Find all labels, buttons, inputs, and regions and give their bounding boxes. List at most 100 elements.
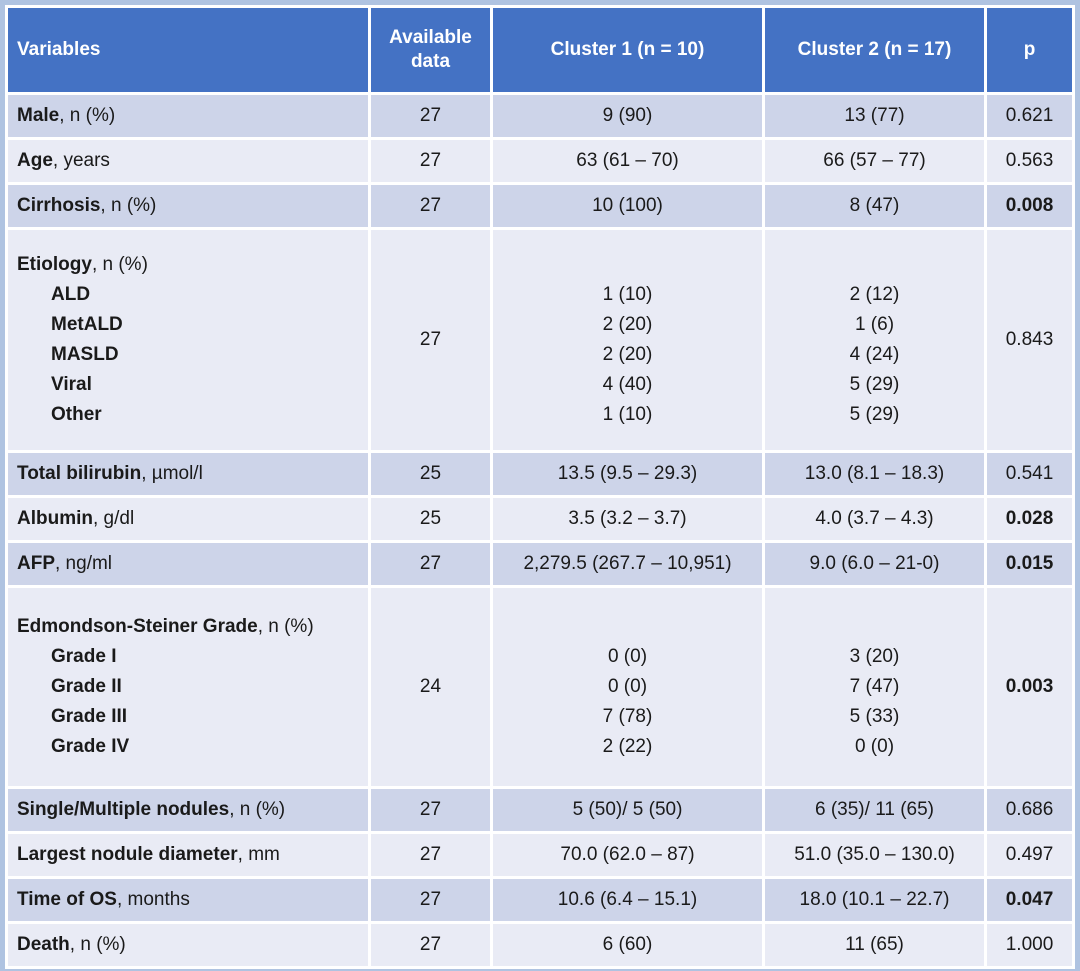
cluster2-cell: 3 (20) 7 (47) 5 (33) 0 (0)	[765, 588, 984, 786]
col-header-p: p	[987, 8, 1072, 92]
cluster1-cell: 13.5 (9.5 – 29.3)	[493, 453, 762, 495]
col-header-cluster1: Cluster 1 (n = 10)	[493, 8, 762, 92]
variable-unit: , n (%)	[100, 195, 157, 216]
available-data-cell: 25	[371, 498, 490, 540]
variable-name: Largest nodule diameter	[17, 844, 238, 865]
variable-cell: Single/Multiple nodules, n (%)	[8, 789, 368, 831]
cluster2-cell: 66 (57 – 77)	[765, 140, 984, 182]
table-row: Largest nodule diameter, mm 27 70.0 (62.0 …	[8, 834, 1072, 876]
table-row: Time of OS, months 27 10.6 (6.4 – 15.1) 18.…	[8, 879, 1072, 921]
available-data-cell: 27	[371, 543, 490, 585]
cluster1-cell: 6 (60)	[493, 924, 762, 966]
cluster2-cell: 6 (35)/ 11 (65)	[765, 789, 984, 831]
variable-cell: Largest nodule diameter, mm	[8, 834, 368, 876]
variable-cell: Death, n (%)	[8, 924, 368, 966]
table-row: Death, n (%) 27 6 (60) 11 (65) 1.000	[8, 924, 1072, 966]
variable-name: Time of OS	[17, 889, 117, 910]
table-row: Albumin, g/dl 25 3.5 (3.2 – 3.7) 4.0 (3.7 –…	[8, 498, 1072, 540]
variable-cell: Male, n (%)	[8, 95, 368, 137]
cluster2-cell: 2 (12) 1 (6) 4 (24) 5 (29) 5 (29)	[765, 230, 984, 450]
variable-name: Albumin	[17, 508, 93, 529]
table-row: Cirrhosis, n (%) 27 10 (100) 8 (47) 0.008	[8, 185, 1072, 227]
cluster2-cell: 18.0 (10.1 – 22.7)	[765, 879, 984, 921]
p-value-cell: 0.843	[987, 230, 1072, 450]
cluster-comparison-table: Variables Available data Cluster 1 (n = …	[5, 5, 1075, 969]
cluster1-cell: 5 (50)/ 5 (50)	[493, 789, 762, 831]
cluster1-cell: 10.6 (6.4 – 15.1)	[493, 879, 762, 921]
variable-cell: Total bilirubin, µmol/l	[8, 453, 368, 495]
cluster1-cell: 10 (100)	[493, 185, 762, 227]
variable-unit: , months	[116, 889, 190, 910]
p-value-cell: 0.563	[987, 140, 1072, 182]
variable-unit: , years	[52, 150, 110, 171]
header-row: Variables Available data Cluster 1 (n = …	[8, 8, 1072, 92]
p-value-cell: 1.000	[987, 924, 1072, 966]
table-row: Edmondson-Steiner Grade, n (%) Grade I Gra…	[8, 588, 1072, 786]
available-data-cell: 27	[371, 140, 490, 182]
available-data-cell: 27	[371, 834, 490, 876]
variable-cell: Cirrhosis, n (%)	[8, 185, 368, 227]
variable-name: Edmondson-Steiner Grade	[17, 616, 258, 637]
cluster1-cell: 1 (10) 2 (20) 2 (20) 4 (40) 1 (10)	[493, 230, 762, 450]
variable-name: Total bilirubin	[17, 463, 142, 484]
available-data-cell: 27	[371, 185, 490, 227]
cluster1-cell: 0 (0) 0 (0) 7 (78) 2 (22)	[493, 588, 762, 786]
table-row: Male, n (%) 27 9 (90) 13 (77) 0.621	[8, 95, 1072, 137]
table-header: Variables Available data Cluster 1 (n = …	[8, 8, 1072, 92]
p-value-cell: 0.028	[987, 498, 1072, 540]
variable-name: Single/Multiple nodules	[17, 799, 230, 820]
cluster2-cell: 13.0 (8.1 – 18.3)	[765, 453, 984, 495]
cluster2-cell: 9.0 (6.0 – 21-0)	[765, 543, 984, 585]
cluster1-cell: 2,279.5 (267.7 – 10,951)	[493, 543, 762, 585]
p-value-cell: 0.686	[987, 789, 1072, 831]
variable-cell: Etiology, n (%) ALD MetALD MASLD Viral Other	[8, 230, 368, 450]
variable-name: AFP	[17, 553, 55, 574]
variable-unit: , n (%)	[91, 254, 148, 275]
p-value-cell: 0.047	[987, 879, 1072, 921]
p-value-cell: 0.621	[987, 95, 1072, 137]
p-value-cell: 0.008	[987, 185, 1072, 227]
cluster1-cell: 70.0 (62.0 – 87)	[493, 834, 762, 876]
variable-unit: , µmol/l	[141, 463, 203, 484]
p-value-cell: 0.015	[987, 543, 1072, 585]
col-header-variables: Variables	[8, 8, 368, 92]
col-header-available-data: Available data	[371, 8, 490, 92]
cluster2-cell: 4.0 (3.7 – 4.3)	[765, 498, 984, 540]
variable-name: Age	[17, 150, 53, 171]
cluster1-cell: 3.5 (3.2 – 3.7)	[493, 498, 762, 540]
variable-cell: Age, years	[8, 140, 368, 182]
available-data-cell: 27	[371, 879, 490, 921]
cluster2-cell: 11 (65)	[765, 924, 984, 966]
variable-unit: , n (%)	[59, 105, 116, 126]
available-data-cell: 27	[371, 924, 490, 966]
available-data-cell: 24	[371, 588, 490, 786]
cluster1-cell: 9 (90)	[493, 95, 762, 137]
col-header-cluster2: Cluster 2 (n = 17)	[765, 8, 984, 92]
table-row: Etiology, n (%) ALD MetALD MASLD Viral Other 2…	[8, 230, 1072, 450]
table-row: Single/Multiple nodules, n (%) 27 5 (50)/ …	[8, 789, 1072, 831]
p-value-cell: 0.497	[987, 834, 1072, 876]
variable-unit: , g/dl	[93, 508, 135, 529]
available-data-cell: 25	[371, 453, 490, 495]
variable-name: Etiology	[17, 254, 92, 275]
table-body: Male, n (%) 27 9 (90) 13 (77) 0.621 Age, year…	[8, 95, 1072, 966]
variable-unit: , n (%)	[229, 799, 286, 820]
variable-cell: Time of OS, months	[8, 879, 368, 921]
p-value-cell: 0.003	[987, 588, 1072, 786]
cluster2-cell: 51.0 (35.0 – 130.0)	[765, 834, 984, 876]
variable-unit: , ng/ml	[55, 553, 113, 574]
variable-name: Male	[17, 105, 60, 126]
table-row: Total bilirubin, µmol/l 25 13.5 (9.5 – 29.…	[8, 453, 1072, 495]
table-row: Age, years 27 63 (61 – 70) 66 (57 – 77) 0.56…	[8, 140, 1072, 182]
variable-cell: AFP, ng/ml	[8, 543, 368, 585]
variable-cell: Edmondson-Steiner Grade, n (%) Grade I Gra…	[8, 588, 368, 786]
variable-unit: , n (%)	[69, 934, 126, 955]
available-data-cell: 27	[371, 789, 490, 831]
p-value-cell: 0.541	[987, 453, 1072, 495]
cluster2-cell: 8 (47)	[765, 185, 984, 227]
available-data-cell: 27	[371, 230, 490, 450]
variable-name: Death	[17, 934, 70, 955]
variable-unit: , n (%)	[257, 616, 314, 637]
variable-unit: , mm	[237, 844, 280, 865]
